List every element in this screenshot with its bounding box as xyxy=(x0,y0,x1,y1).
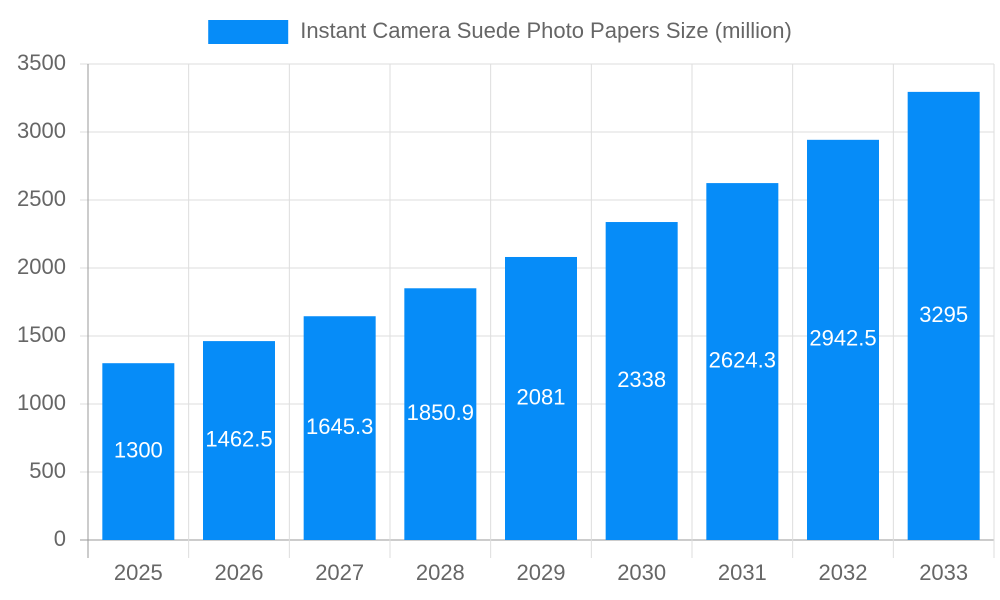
x-tick-label: 2027 xyxy=(315,560,364,585)
bar xyxy=(807,139,879,540)
y-tick-label: 3000 xyxy=(17,118,66,143)
legend-swatch xyxy=(208,20,289,44)
bar xyxy=(102,363,175,540)
x-tick-label: 2026 xyxy=(215,560,264,585)
bar xyxy=(605,222,678,541)
x-tick-label: 2029 xyxy=(517,560,566,585)
data-label: 1850.9 xyxy=(407,400,474,425)
bar xyxy=(505,256,577,540)
x-tick-label: 2030 xyxy=(617,560,666,585)
y-tick-label: 1000 xyxy=(17,390,66,415)
bar xyxy=(203,341,275,540)
x-tick-label: 2028 xyxy=(416,560,465,585)
y-tick-label: 2000 xyxy=(17,254,66,279)
data-label: 1645.3 xyxy=(306,414,373,439)
x-tick-label: 2031 xyxy=(718,560,767,585)
legend-label: Instant Camera Suede Photo Papers Size (… xyxy=(300,18,792,43)
bar xyxy=(303,316,376,540)
data-label: 1462.5 xyxy=(205,426,272,451)
data-label: 1300 xyxy=(114,437,163,462)
x-tick-label: 2033 xyxy=(919,560,968,585)
x-tick-label: 2025 xyxy=(114,560,163,585)
y-tick-label: 500 xyxy=(29,458,66,483)
data-label: 2081 xyxy=(517,384,566,409)
bar xyxy=(404,288,477,540)
y-tick-label: 1500 xyxy=(17,322,66,347)
y-tick-label: 3500 xyxy=(17,50,66,75)
bar xyxy=(706,183,779,540)
y-tick-label: 0 xyxy=(54,526,66,551)
x-tick-label: 2032 xyxy=(819,560,868,585)
data-label: 2338 xyxy=(617,367,666,392)
data-label: 3295 xyxy=(919,302,968,327)
bar xyxy=(907,91,980,540)
y-tick-label: 2500 xyxy=(17,186,66,211)
data-label: 2624.3 xyxy=(709,347,776,372)
data-label: 2942.5 xyxy=(809,326,876,351)
